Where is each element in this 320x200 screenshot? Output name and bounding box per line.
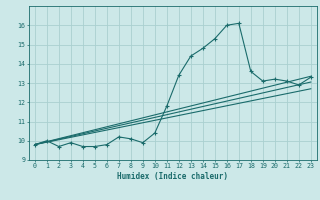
X-axis label: Humidex (Indice chaleur): Humidex (Indice chaleur) bbox=[117, 172, 228, 181]
